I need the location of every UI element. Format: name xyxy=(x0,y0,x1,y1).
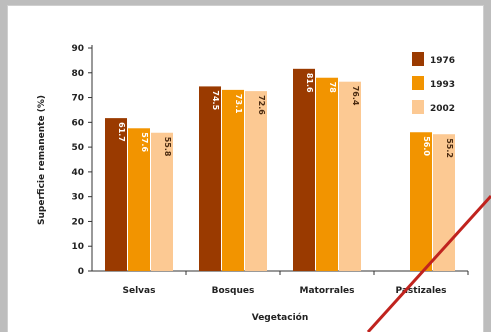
bar-2002-pastizales xyxy=(433,134,455,271)
bar-value-label: 55.8 xyxy=(163,137,172,157)
legend-swatch-1976 xyxy=(412,52,424,66)
legend-swatch-1993 xyxy=(412,76,424,90)
bar-value-label: 55.2 xyxy=(445,138,454,158)
bar-2002-bosques xyxy=(245,91,267,271)
bar-value-label: 73.1 xyxy=(234,94,243,114)
y-tick-label: 40 xyxy=(71,168,84,178)
legend-label: 2002 xyxy=(430,104,455,114)
y-tick-labels: 0 10 20 30 40 50 60 70 80 90 xyxy=(71,44,84,277)
x-tick-label: Selvas xyxy=(123,286,156,296)
y-tick-label: 50 xyxy=(71,143,84,153)
y-axis xyxy=(88,45,93,272)
y-tick-label: 0 xyxy=(78,267,84,277)
y-tick-label: 20 xyxy=(71,217,84,227)
bar-1993-bosques xyxy=(222,89,244,271)
bar-2002-matorrales xyxy=(339,81,361,271)
bar-1993-matorrales xyxy=(316,77,338,271)
y-tick-label: 10 xyxy=(71,242,84,252)
y-axis-title: Superficie remanente (%) xyxy=(37,95,47,225)
annotation-stroke xyxy=(366,194,491,332)
x-axis-title: Vegetación xyxy=(252,312,309,323)
bar-1976-matorrales xyxy=(293,68,315,272)
legend-label: 1976 xyxy=(430,56,455,66)
bar-value-label: 78 xyxy=(328,82,337,94)
bar-value-label: 56.0 xyxy=(422,136,431,156)
bar-1993-selvas xyxy=(128,128,150,271)
bar-value-label: 81.6 xyxy=(305,73,314,93)
x-axis xyxy=(92,270,469,275)
legend-label: 1993 xyxy=(430,80,455,90)
bars-group: 61.7 57.6 55.8 74.5 73.1 72.6 81.6 78 76.4 56.0 55… xyxy=(105,68,455,272)
y-tick-label: 90 xyxy=(71,44,84,54)
bar-value-label: 61.7 xyxy=(117,122,126,142)
bar-value-label: 72.6 xyxy=(257,95,266,115)
y-tick-label: 30 xyxy=(71,193,84,203)
legend: 1976 1993 2002 xyxy=(412,52,455,114)
y-tick-label: 60 xyxy=(71,118,84,128)
legend-swatch-2002 xyxy=(412,100,424,114)
bar-value-label: 74.5 xyxy=(211,90,220,110)
bar-value-label: 57.6 xyxy=(140,132,149,152)
x-tick-labels: Selvas Bosques Matorrales Pastizales xyxy=(123,286,447,296)
bar-2002-selvas xyxy=(151,132,173,271)
bar-1976-selvas xyxy=(105,118,127,271)
y-tick-label: 70 xyxy=(71,94,84,104)
x-tick-label: Bosques xyxy=(212,286,255,296)
bar-value-label: 76.4 xyxy=(351,86,360,106)
x-tick-label: Pastizales xyxy=(395,286,446,296)
bar-1976-bosques xyxy=(199,86,221,272)
bar-1993-pastizales xyxy=(410,132,432,271)
x-tick-label: Matorrales xyxy=(299,286,354,296)
y-tick-label: 80 xyxy=(71,69,84,79)
